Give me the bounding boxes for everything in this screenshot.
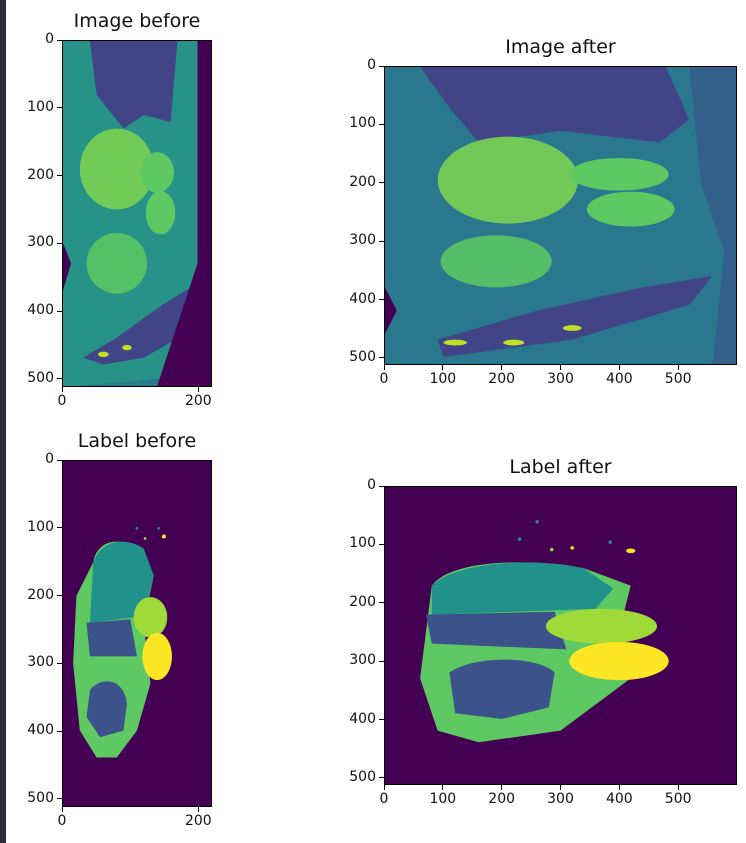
y-tick-mark (57, 459, 62, 461)
image-before-canvas (63, 41, 211, 386)
x-tick-mark (383, 785, 385, 790)
y-tick-label: 0 (367, 477, 376, 493)
chart-title: Label after (509, 456, 612, 478)
x-tick-mark (383, 365, 385, 370)
x-tick-mark (197, 387, 199, 392)
x-tick-label: 100 (429, 371, 457, 387)
x-tick-mark (501, 365, 503, 370)
chart-title: Label before (77, 430, 197, 452)
x-tick-label: 300 (547, 791, 574, 807)
y-tick-mark (57, 662, 62, 664)
x-tick-mark (677, 785, 679, 790)
x-tick-mark (618, 365, 620, 370)
x-tick-mark (197, 807, 199, 812)
y-tick-mark (379, 485, 384, 487)
y-tick-label: 300 (349, 232, 376, 249)
y-tick-mark (57, 730, 62, 732)
x-tick-label: 200 (488, 371, 516, 387)
x-tick-label: 0 (57, 813, 67, 829)
y-tick-mark (57, 175, 62, 177)
y-tick-label: 500 (349, 348, 376, 365)
y-tick-mark (379, 719, 384, 721)
y-tick-mark (379, 182, 384, 184)
y-tick-mark (379, 602, 384, 604)
plot-area (62, 40, 212, 387)
y-tick-label: 100 (27, 518, 54, 535)
y-tick-label: 400 (349, 290, 376, 307)
label-after-canvas (385, 487, 736, 784)
x-tick-label: 0 (379, 371, 389, 387)
y-tick-mark (379, 65, 384, 67)
y-tick-mark (379, 240, 384, 242)
y-tick-mark (57, 798, 62, 800)
x-tick-label: 500 (664, 371, 692, 387)
x-tick-label: 200 (488, 791, 516, 807)
y-tick-mark (57, 107, 62, 109)
y-tick-label: 200 (27, 586, 54, 603)
y-tick-mark (379, 357, 384, 359)
y-tick-mark (57, 310, 62, 312)
y-tick-label: 200 (349, 593, 376, 610)
y-tick-label: 500 (349, 768, 376, 785)
y-tick-label: 100 (349, 115, 376, 132)
y-tick-label: 500 (27, 369, 54, 386)
x-tick-label: 0 (57, 393, 67, 409)
y-tick-label: 200 (349, 173, 376, 190)
y-tick-label: 400 (27, 722, 54, 739)
x-tick-mark (501, 785, 503, 790)
image-after-canvas (385, 67, 736, 364)
y-tick-mark (57, 378, 62, 380)
x-tick-mark (442, 785, 444, 790)
x-tick-label: 400 (605, 371, 633, 387)
x-tick-mark (560, 365, 561, 370)
x-tick-mark (677, 365, 679, 370)
y-tick-mark (379, 777, 384, 779)
y-tick-mark (379, 299, 384, 301)
y-tick-label: 300 (27, 234, 54, 251)
y-tick-mark (57, 595, 62, 597)
plot-area (384, 486, 737, 785)
x-tick-label: 200 (184, 813, 212, 829)
x-tick-label: 500 (664, 791, 692, 807)
y-tick-mark (57, 242, 62, 244)
y-tick-label: 300 (349, 652, 376, 669)
x-tick-mark (618, 785, 620, 790)
y-tick-label: 0 (45, 451, 54, 467)
x-tick-mark (61, 807, 63, 812)
x-tick-label: 200 (184, 393, 212, 409)
y-tick-mark (379, 543, 384, 545)
plot-area (62, 460, 212, 807)
plot-area (384, 66, 737, 365)
y-tick-label: 400 (349, 710, 376, 727)
y-tick-label: 300 (27, 654, 54, 671)
x-tick-label: 100 (429, 791, 457, 807)
y-tick-mark (379, 123, 384, 125)
left-edge-strip (0, 0, 6, 843)
y-tick-mark (379, 660, 384, 662)
y-tick-label: 200 (27, 166, 54, 183)
x-tick-label: 0 (379, 791, 389, 807)
y-tick-label: 400 (27, 302, 54, 319)
y-tick-mark (57, 527, 62, 529)
y-tick-label: 0 (367, 57, 376, 73)
y-tick-label: 100 (27, 98, 54, 115)
y-tick-label: 0 (45, 31, 54, 47)
chart-title: Image before (73, 10, 201, 32)
y-tick-label: 500 (27, 789, 54, 806)
x-tick-mark (442, 365, 444, 370)
label-before-canvas (63, 461, 211, 806)
y-tick-label: 100 (349, 535, 376, 552)
x-tick-mark (61, 387, 63, 392)
x-tick-label: 300 (547, 371, 574, 387)
chart-title: Image after (505, 36, 616, 58)
x-tick-mark (560, 785, 561, 790)
x-tick-label: 400 (605, 791, 633, 807)
y-tick-mark (57, 39, 62, 41)
